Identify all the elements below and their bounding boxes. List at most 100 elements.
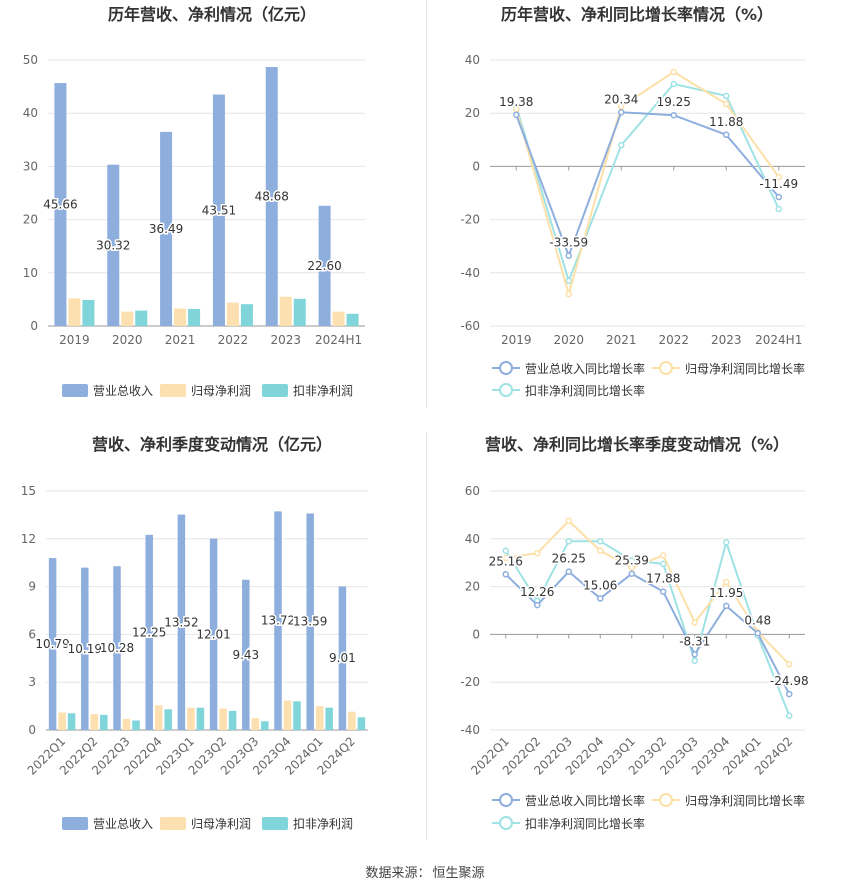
data-label: 0.48 [744,613,771,627]
series-point [565,568,572,575]
series-point [534,601,541,609]
bar [81,567,89,730]
series-point [670,68,677,76]
bar [357,717,366,730]
series-point [691,651,698,658]
bar [113,566,121,730]
bar [145,534,153,730]
y-tick-label: 0 [30,319,38,333]
bar [348,711,356,730]
series-point [775,205,782,213]
bar [212,94,225,327]
data-label: 25.16 [489,554,523,568]
bar [265,67,278,326]
series-point [565,537,572,545]
legend-label: 扣非净利润 [293,817,353,831]
data-label: 10.79 [35,637,69,651]
series-point [513,111,520,119]
chart-group: 营收、净利同比增长率季度变动情况（%）-40-2002040602022Q120… [460,435,810,831]
bar [219,708,227,730]
legend-label: 营业总收入同比增长率 [525,361,645,376]
data-source-label: 数据来源： [365,866,431,881]
bar [209,538,218,730]
bar [315,706,324,730]
data-label: 10.28 [100,641,134,655]
legend-label: 营业总收入 [93,817,153,831]
bar [318,205,331,326]
data-label: 19.25 [657,95,691,109]
series-point [691,657,698,664]
legend-marker [499,793,513,807]
legend-label: 归母净利润同比增长率 [685,361,805,376]
series-point [628,564,635,571]
series-point [565,517,572,525]
chart-title: 营收、净利季度变动情况（亿元） [92,435,332,454]
chart-title: 历年营收、净利情况（亿元） [108,5,316,24]
legend-label: 营业总收入同比增长率 [525,793,645,808]
series-point [775,173,782,181]
series-point [534,549,541,557]
bar [274,511,282,730]
bar [251,718,260,730]
y-tick-label: -60 [460,319,480,333]
bar [293,701,301,730]
bar [228,710,237,730]
bar [325,707,333,730]
data-label: 9.01 [329,651,356,665]
bar [54,83,67,326]
series-point [786,661,793,668]
series-point [775,193,782,201]
bar [279,296,292,326]
annual-revenue-profit-chart: 历年营收、净利情况（亿元） 0 10 20 30 40 50 2019 2020 2021 2022… [0,0,425,430]
bar [164,709,172,730]
bar [90,714,99,730]
data-label: -8.31 [679,634,710,648]
chart-canvas: 历年营收、净利情况（亿元） 0 10 20 30 40 50 2019 2020 2021 2022… [23,5,365,398]
series-point [502,554,509,562]
legend-marker [659,793,673,807]
y-tick-label: 12 [21,532,36,546]
chart-group: 历年营收、净利同比增长率情况（%） -60 -40 -20 0 20 40 2019 2020 2… [460,5,805,398]
series-point [786,690,793,698]
series-point [786,712,793,719]
bar [261,721,269,730]
legend-label: 归母净利润 [191,817,251,831]
data-label: -33.59 [549,236,588,250]
data-label: 11.95 [709,586,743,600]
data-label: 12.26 [520,585,554,599]
bar [293,298,306,326]
legend-swatch [160,817,186,830]
legend-swatch [262,817,288,830]
legend-label: 扣非净利润同比增长率 [525,816,645,831]
data-label: -24.98 [770,674,809,688]
data-label: 45.66 [43,198,77,212]
bar [338,586,347,730]
legend-swatch [62,384,88,397]
series-point [723,131,730,139]
series-point [597,595,604,602]
bar [196,707,205,730]
y-tick-label: 40 [465,532,480,546]
bar [122,718,131,730]
y-tick-label: 15 [21,484,36,498]
x-tick-label: 2021 [606,333,637,347]
data-label: -11.49 [759,177,798,191]
x-tick-label: 2024H1 [315,333,362,347]
legend-marker [659,361,673,375]
y-tick-label: 6 [28,627,36,641]
series-point [670,80,677,88]
chart-canvas: 营收、净利季度变动情况（亿元）036912152022Q12022Q22022Q… [21,435,368,831]
bar [306,513,314,730]
series-line [515,111,780,259]
bar [48,558,57,730]
series-point [754,630,761,637]
bar [121,311,134,326]
y-tick-label: 40 [23,106,38,120]
series-point [670,111,677,119]
bar [242,579,250,730]
y-tick-label: 10 [23,266,38,280]
chart-canvas: 营收、净利同比增长率季度变动情况（%）-40-2002040602022Q120… [460,435,810,831]
legend-label: 营业总收入 [93,384,153,398]
data-label: 12.01 [196,627,230,641]
legend-label: 扣非净利润同比增长率 [525,383,645,398]
